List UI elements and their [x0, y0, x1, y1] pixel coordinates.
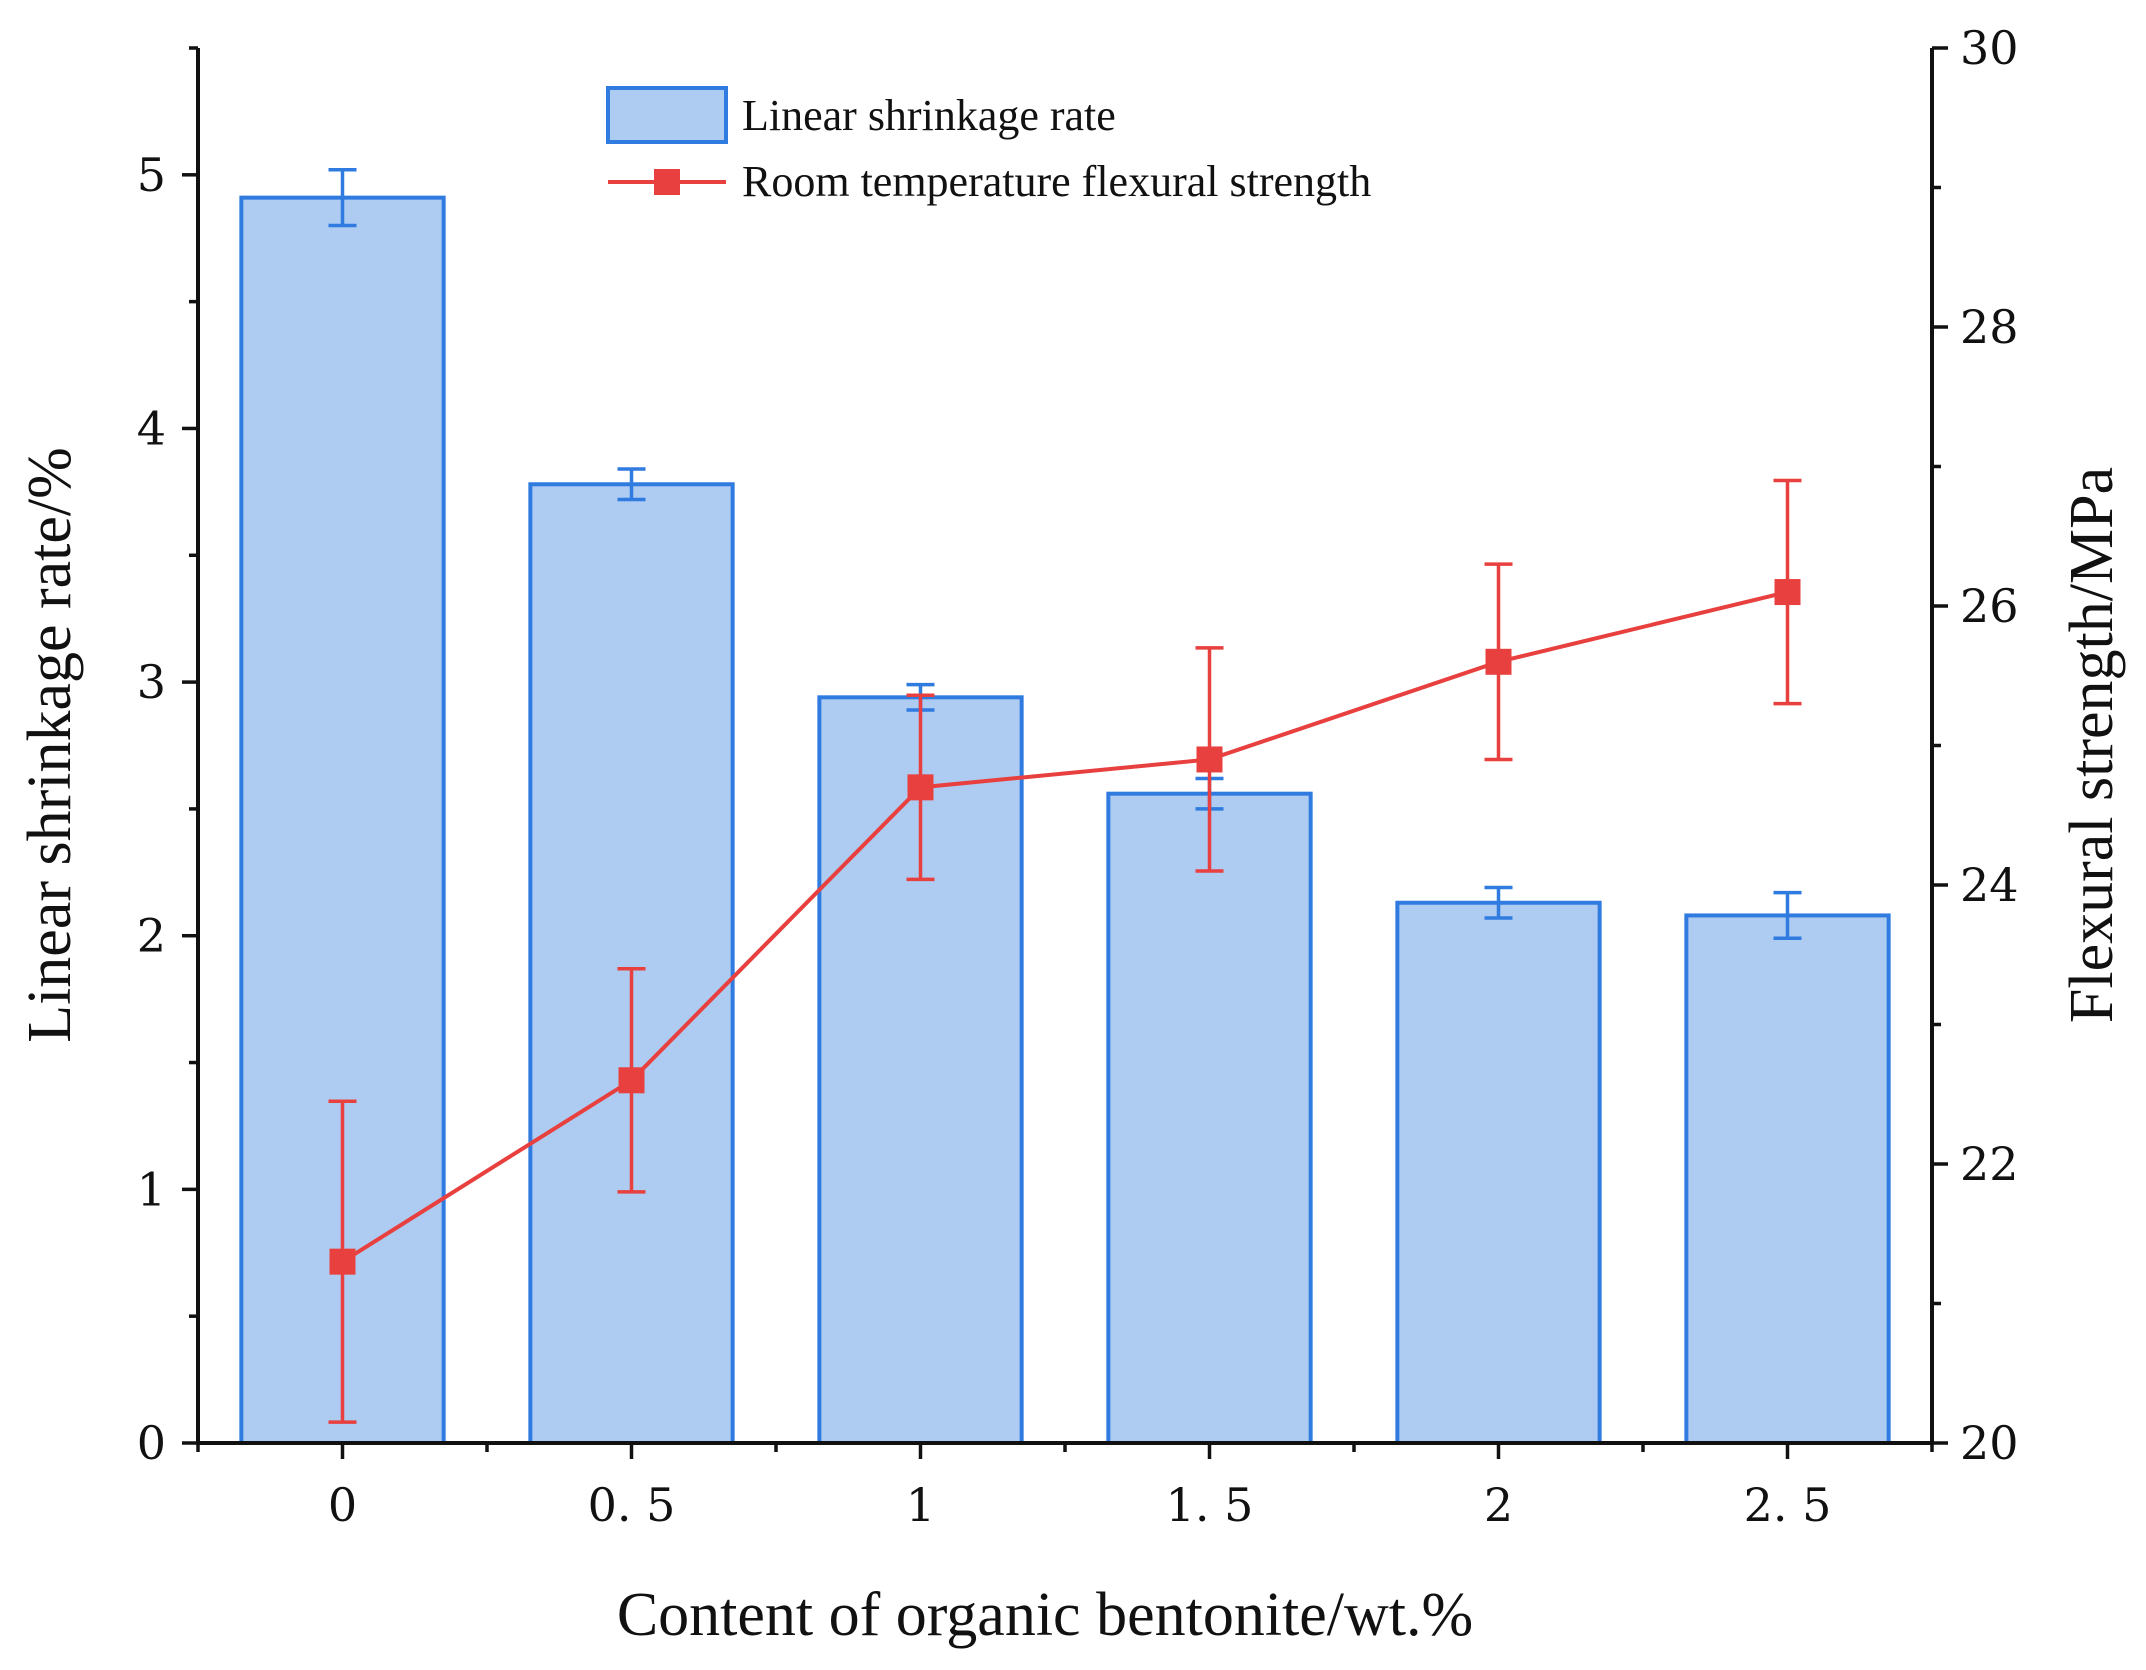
- left-tick-label: 2: [137, 909, 166, 963]
- line-point: [1774, 579, 1801, 606]
- line-point: [1196, 746, 1223, 773]
- x-axis-title: Content of organic bentonite/wt.%: [617, 1581, 1473, 1649]
- x-tick-label: 1. 5: [1166, 1478, 1254, 1532]
- bar: [528, 482, 735, 1446]
- bar: [1395, 900, 1602, 1445]
- right-tick-label: 30: [1960, 21, 2019, 75]
- right-axis-title: Flexural strength/MPa: [2058, 467, 2126, 1023]
- x-tick-label: 2: [1484, 1478, 1513, 1532]
- flexural-strength-line: [341, 590, 1788, 1264]
- left-tick-label: 3: [137, 655, 166, 709]
- line-point: [907, 774, 934, 801]
- right-tick-label: 22: [1960, 1137, 2019, 1191]
- axes: 0 1 2 3 4 5 20 22 24 26 28 30 0 0. 5 1 1. 5 2 2. 5: [137, 21, 2019, 1532]
- line-point: [618, 1067, 645, 1094]
- bar: [1106, 791, 1313, 1445]
- line-point: [1485, 648, 1512, 675]
- legend: Linear shrinkage rate Room temperature f…: [606, 86, 1371, 206]
- legend-bar-label: Linear shrinkage rate: [742, 91, 1116, 140]
- legend-line-marker: [654, 169, 680, 195]
- right-tick-label: 20: [1960, 1416, 2019, 1470]
- line-series: [328, 478, 1802, 1424]
- left-tick-label: 4: [137, 401, 166, 455]
- right-tick-label: 28: [1960, 300, 2019, 354]
- bar: [1684, 913, 1891, 1445]
- left-axis-title: Linear shrinkage rate/%: [16, 447, 84, 1043]
- left-tick-label: 5: [137, 148, 166, 202]
- right-tick-label: 24: [1960, 858, 2019, 912]
- right-tick-label: 26: [1960, 579, 2019, 633]
- legend-line-label: Room temperature flexural strength: [742, 157, 1371, 206]
- legend-bar-swatch: [606, 86, 728, 144]
- bar-error-bars: [328, 167, 1802, 941]
- x-tick-label: 0: [328, 1478, 357, 1532]
- left-tick-label: 1: [137, 1162, 166, 1216]
- bar-series: [239, 195, 1891, 1446]
- line-point: [329, 1248, 356, 1275]
- x-tick-label: 0. 5: [588, 1478, 676, 1532]
- left-tick-label: 0: [137, 1416, 166, 1470]
- x-tick-label: 2. 5: [1744, 1478, 1832, 1532]
- x-tick-label: 1: [906, 1478, 935, 1532]
